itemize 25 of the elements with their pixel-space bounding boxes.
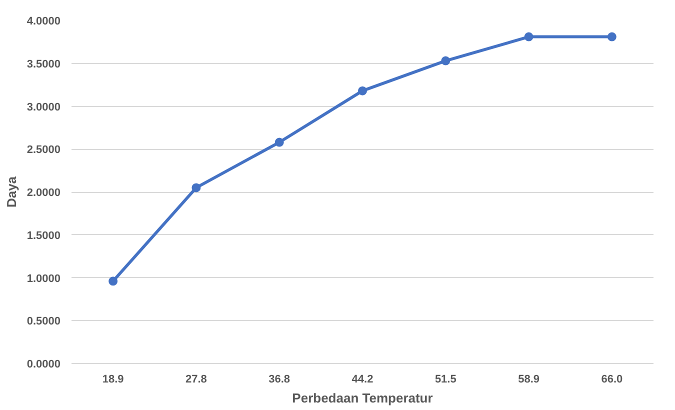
point bbox=[524, 32, 534, 42]
y-tick-label: 1.0000 bbox=[26, 272, 61, 285]
point bbox=[358, 86, 367, 96]
y-tick-label: 0.0000 bbox=[26, 358, 61, 370]
y-axis-title: Daya bbox=[4, 176, 19, 208]
x-tick-label: 36.8 bbox=[268, 374, 290, 386]
y-tick-label: 4.0000 bbox=[26, 16, 61, 28]
x-tick-label: 58.9 bbox=[518, 374, 540, 386]
x-tick-label: 66.0 bbox=[601, 374, 623, 386]
x-tick-label: 18.9 bbox=[102, 374, 124, 386]
x-tick-label: 44.2 bbox=[352, 374, 374, 386]
y-tick-label: 1.5000 bbox=[26, 230, 61, 242]
y-tick-label: 3.5000 bbox=[26, 58, 61, 70]
y-tick-label: 2.5000 bbox=[26, 144, 61, 156]
point bbox=[441, 56, 450, 66]
x-tick-label: 51.5 bbox=[434, 374, 456, 386]
x-tick-label: 27.8 bbox=[186, 374, 207, 386]
point bbox=[607, 32, 616, 42]
y-tick-label: 3.0000 bbox=[26, 101, 61, 114]
x-axis-title: Perbedaan Temperatur bbox=[292, 390, 433, 406]
point bbox=[108, 276, 118, 286]
y-tick-label: 0.5000 bbox=[26, 316, 61, 328]
point bbox=[192, 183, 201, 192]
point bbox=[274, 138, 284, 147]
y-tick-label: 2.0000 bbox=[26, 187, 61, 199]
